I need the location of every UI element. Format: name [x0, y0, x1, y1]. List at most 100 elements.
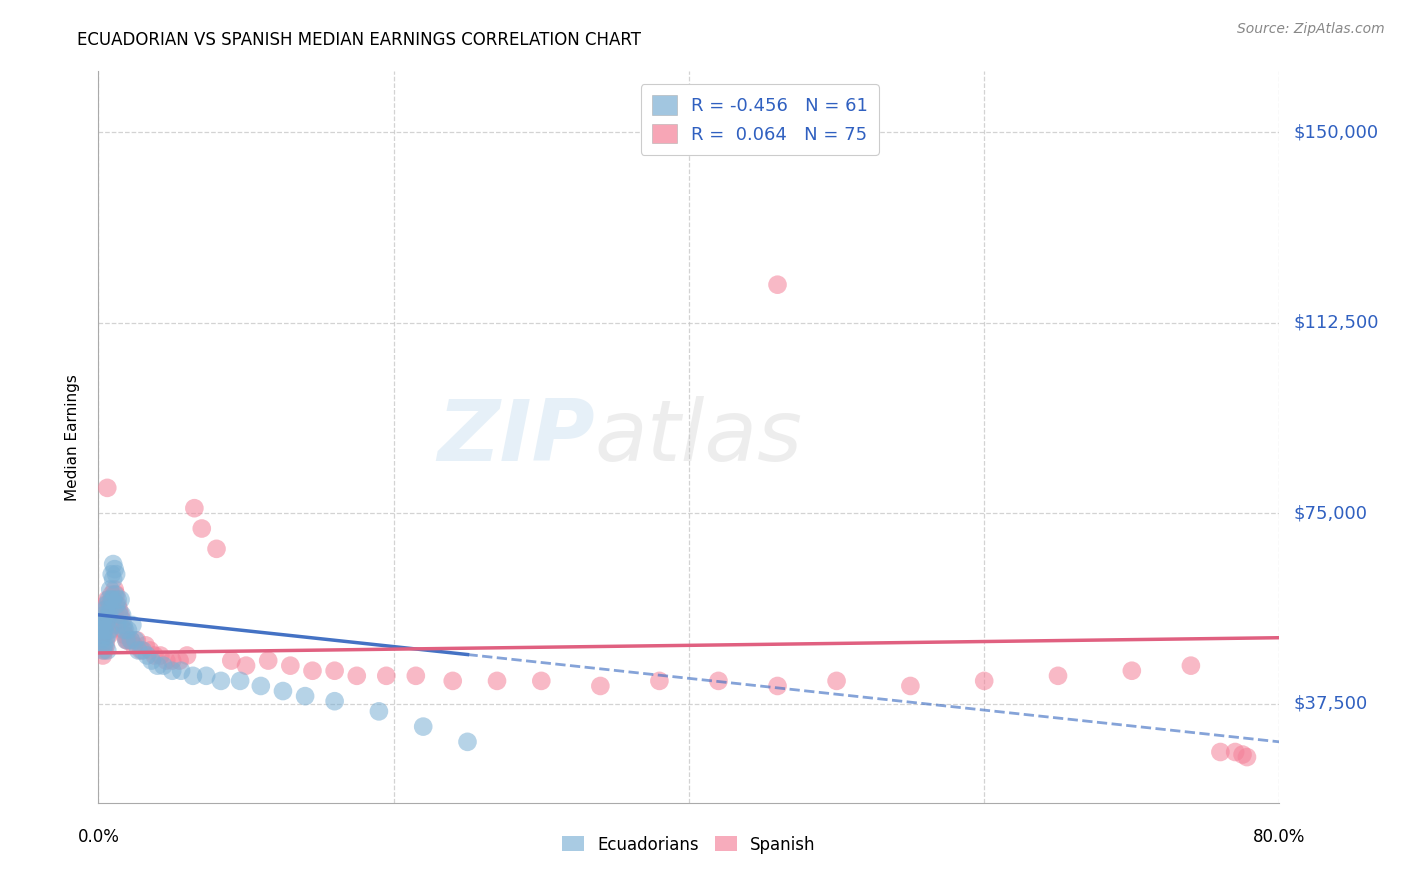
Point: [900, 679, 922, 693]
Point: [117, 633, 139, 648]
Point: [91, 628, 114, 642]
Text: $150,000: $150,000: [1294, 123, 1378, 141]
Point: [94, 618, 117, 632]
Point: [405, 669, 427, 683]
Point: [107, 592, 129, 607]
Point: [766, 679, 789, 693]
Point: [89, 628, 111, 642]
Point: [1121, 664, 1143, 678]
Point: [98, 582, 121, 597]
Point: [98, 603, 121, 617]
Point: [90, 633, 112, 648]
Point: [412, 720, 434, 734]
Point: [98, 623, 121, 637]
Point: [103, 592, 125, 607]
Point: [191, 521, 214, 535]
Point: [176, 648, 198, 663]
Point: [96, 628, 118, 642]
Point: [96, 598, 118, 612]
Point: [155, 654, 177, 668]
Point: [97, 592, 120, 607]
Point: [973, 673, 995, 688]
Point: [457, 735, 479, 749]
Point: [121, 618, 143, 632]
Point: [115, 633, 138, 648]
Y-axis label: Median Earnings: Median Earnings: [65, 374, 80, 500]
Point: [486, 673, 509, 688]
Point: [170, 664, 193, 678]
Point: [94, 618, 117, 632]
Point: [96, 643, 118, 657]
Point: [530, 673, 553, 688]
Point: [108, 607, 131, 622]
Point: [152, 658, 174, 673]
Text: atlas: atlas: [595, 395, 803, 479]
Point: [91, 643, 114, 657]
Point: [323, 664, 346, 678]
Point: [103, 557, 125, 571]
Point: [1225, 745, 1247, 759]
Point: [122, 638, 145, 652]
Point: [271, 684, 294, 698]
Text: $75,000: $75,000: [1294, 504, 1368, 523]
Point: [97, 607, 120, 622]
Point: [90, 618, 112, 632]
Point: [141, 654, 163, 668]
Point: [107, 618, 129, 632]
Point: [766, 277, 789, 292]
Point: [136, 648, 159, 663]
Point: [104, 562, 127, 576]
Point: [146, 658, 169, 673]
Point: [93, 643, 115, 657]
Point: [97, 628, 120, 642]
Point: [120, 633, 142, 648]
Point: [368, 705, 391, 719]
Text: ZIP: ZIP: [437, 395, 595, 479]
Point: [169, 654, 191, 668]
Point: [183, 501, 205, 516]
Point: [103, 572, 125, 586]
Point: [96, 481, 118, 495]
Point: [111, 607, 134, 622]
Text: ECUADORIAN VS SPANISH MEDIAN EARNINGS CORRELATION CHART: ECUADORIAN VS SPANISH MEDIAN EARNINGS CO…: [77, 31, 641, 49]
Point: [100, 592, 122, 607]
Text: 0.0%: 0.0%: [77, 828, 120, 846]
Point: [120, 633, 142, 648]
Point: [93, 607, 115, 622]
Point: [195, 669, 218, 683]
Point: [346, 669, 368, 683]
Point: [93, 623, 115, 637]
Point: [93, 623, 115, 637]
Point: [1232, 747, 1254, 762]
Point: [114, 623, 136, 637]
Point: [209, 673, 232, 688]
Legend: Ecuadorians, Spanish: Ecuadorians, Spanish: [555, 829, 823, 860]
Point: [589, 679, 612, 693]
Point: [707, 673, 730, 688]
Point: [100, 613, 122, 627]
Point: [105, 598, 128, 612]
Point: [162, 654, 183, 668]
Point: [94, 633, 117, 648]
Point: [90, 623, 112, 637]
Point: [441, 673, 464, 688]
Point: [129, 643, 152, 657]
Point: [96, 613, 118, 627]
Point: [94, 603, 117, 617]
Text: $112,500: $112,500: [1294, 314, 1379, 332]
Point: [162, 664, 183, 678]
Point: [91, 613, 114, 627]
Point: [98, 598, 121, 612]
Point: [94, 638, 117, 652]
Point: [1209, 745, 1232, 759]
Point: [648, 673, 671, 688]
Point: [107, 598, 129, 612]
Point: [90, 638, 112, 652]
Point: [91, 648, 114, 663]
Point: [100, 567, 122, 582]
Point: [257, 654, 280, 668]
Point: [111, 613, 134, 627]
Point: [294, 689, 316, 703]
Point: [135, 638, 157, 652]
Point: [301, 664, 323, 678]
